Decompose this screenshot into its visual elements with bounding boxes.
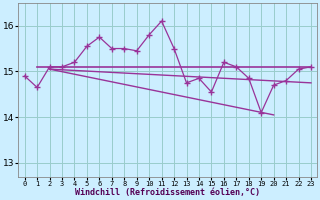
X-axis label: Windchill (Refroidissement éolien,°C): Windchill (Refroidissement éolien,°C) <box>75 188 260 197</box>
